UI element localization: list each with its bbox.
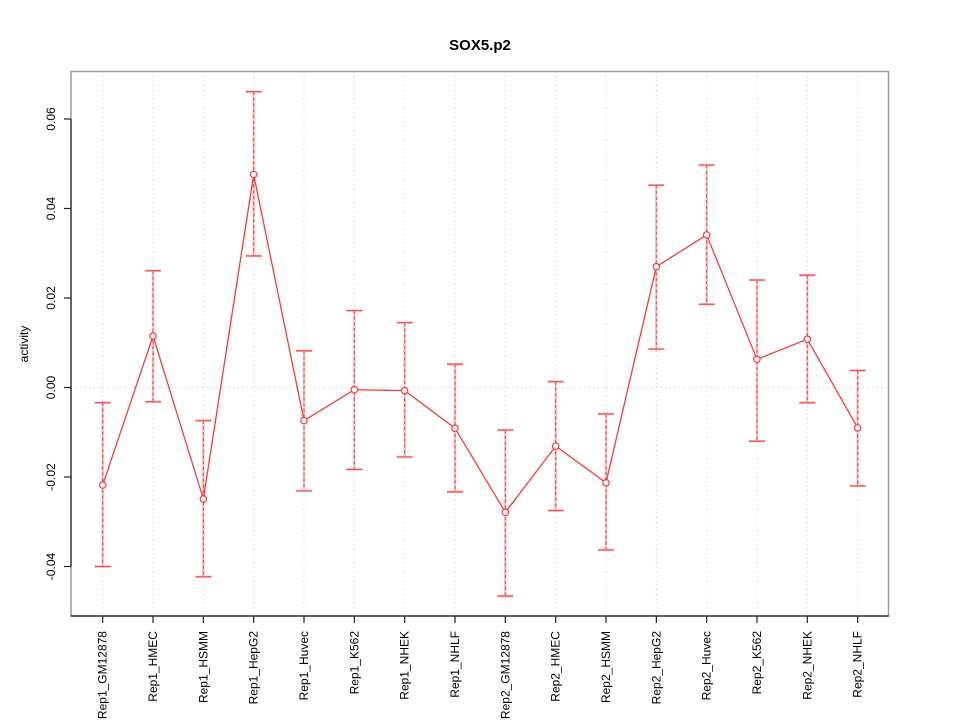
x-tick-label: Rep1_HSMM	[196, 631, 210, 703]
axes-layer	[64, 70, 890, 623]
x-tick-label: Rep2_GM12878	[498, 631, 512, 719]
data-point	[249, 170, 258, 179]
y-tick-label: -0.02	[44, 463, 58, 491]
x-tick-label: Rep1_Huvec	[297, 631, 311, 700]
data-point	[551, 442, 560, 450]
data-point	[98, 481, 107, 489]
data-point	[400, 386, 409, 395]
data-point	[501, 508, 510, 517]
x-tick-label: Rep2_HSMM	[599, 631, 613, 703]
x-tick-label: Rep1_HMEC	[146, 631, 160, 702]
data-point	[853, 423, 862, 432]
data-point	[451, 424, 459, 433]
x-tick-label: Rep1_HepG2	[247, 631, 261, 705]
series-line	[102, 174, 859, 514]
x-tick-label: Rep2_K562	[750, 631, 764, 695]
x-tick-label: Rep2_NHEK	[800, 631, 814, 700]
x-tick-label: Rep1_K562	[347, 631, 361, 695]
tick-label-layer: Rep1_GM12878 Rep1_HMEC Rep1_HSMM Rep1_HepG2…	[44, 107, 865, 719]
x-tick-label: Rep2_HepG2	[649, 631, 663, 705]
series-layer	[94, 90, 866, 598]
data-point	[602, 479, 610, 487]
plot-box	[70, 70, 890, 617]
x-tick-label: Rep2_Huvec	[700, 631, 714, 700]
x-tick-label: Rep1_NHLF	[448, 631, 462, 698]
data-point	[300, 416, 308, 425]
grid-layer	[71, 71, 889, 616]
y-axis-title: activity	[17, 326, 31, 363]
data-point	[149, 332, 157, 340]
data-point	[803, 335, 812, 343]
x-tick-label: Rep1_GM12878	[96, 631, 110, 719]
y-tick-label: 0.04	[44, 196, 58, 220]
y-tick-label: 0.06	[44, 107, 58, 131]
x-tick-label: Rep2_NHLF	[851, 631, 865, 698]
x-tick-label: Rep1_NHEK	[398, 631, 412, 700]
y-tick-label: 0.02	[44, 286, 58, 310]
data-point	[199, 495, 208, 503]
chart-title: SOX5.p2	[449, 37, 511, 54]
data-point	[350, 385, 359, 394]
x-tick-label: Rep2_HMEC	[549, 631, 563, 702]
y-tick-label: -0.04	[44, 553, 58, 581]
y-tick-label: 0.00	[44, 375, 58, 399]
data-point	[702, 231, 711, 239]
data-point	[652, 262, 661, 271]
data-point	[753, 355, 761, 364]
